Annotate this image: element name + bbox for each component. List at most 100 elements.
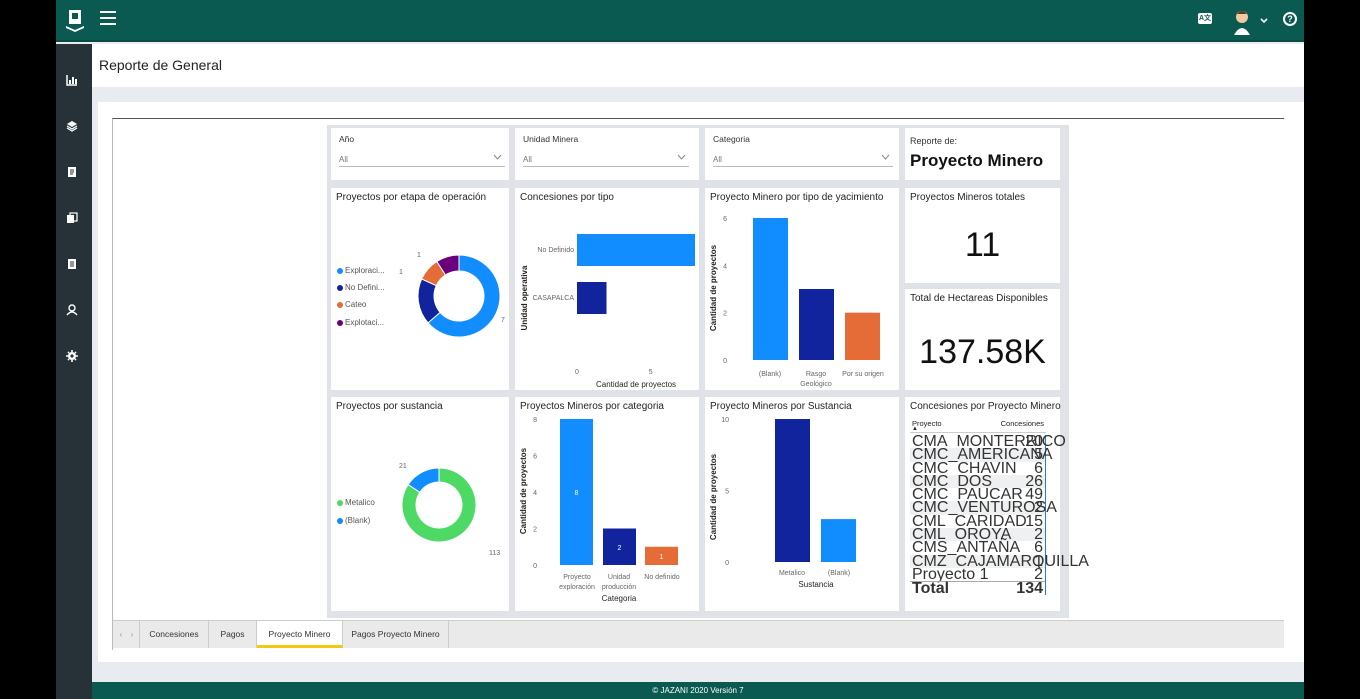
help-icon[interactable]: ? <box>1283 12 1297 26</box>
footer: © JAZANI 2020 Versión 7 <box>92 682 1304 699</box>
table-row[interactable]: Proyecto 1 2 <box>910 566 1045 583</box>
selected-value: All <box>339 155 348 164</box>
legend-item: (Blank) <box>337 516 370 525</box>
data-label: 1 <box>399 269 403 276</box>
tab-pagos[interactable]: Pagos <box>209 621 257 648</box>
tick-label: 0 <box>575 369 579 376</box>
proyecto-cell: CMA_MONTERRICO <box>912 433 1066 450</box>
data-label: 113 <box>489 550 500 557</box>
category-label: Unidad <box>608 574 630 581</box>
table-row[interactable]: CMZ_CAJAMARQUILLA 1 <box>910 552 1089 570</box>
donut-slice <box>427 254 501 338</box>
column-header-proyecto[interactable]: Proyecto <box>912 419 942 428</box>
selected-value: All <box>713 155 722 164</box>
legend-item: Cateo <box>337 300 366 309</box>
donut-slice <box>401 467 477 543</box>
proyecto-cell: CML_CARIDAD <box>912 512 1027 530</box>
language-icon[interactable]: A文 <box>1198 13 1212 24</box>
x-axis-title: Cantidad de proyectos <box>596 380 676 389</box>
table-row[interactable]: CML_CARIDAD 15 <box>910 512 1045 530</box>
chart-title: Proyectos Mineros por categoria <box>520 401 664 412</box>
bar <box>577 234 695 266</box>
document-icon[interactable] <box>66 166 78 178</box>
concesiones-cell: 6 <box>1034 539 1043 557</box>
tick-label: 4 <box>723 263 727 270</box>
page-header: Reporte de General <box>92 44 1304 87</box>
copy-icon[interactable] <box>66 212 78 224</box>
tick-label: 0 <box>723 358 727 365</box>
tick-label: 0 <box>533 563 537 570</box>
concesiones-cell: 26 <box>1025 472 1043 490</box>
proyecto-cell: CMC_PAUCAR <box>912 486 1023 504</box>
etapa-donut-chart: Proyectos por etapa de operación Explora… <box>331 188 509 390</box>
chevron-down-icon <box>881 154 890 160</box>
table-row[interactable]: CMA_MONTERRICO 20 <box>910 433 1066 450</box>
donut-svg: 21 113 <box>399 463 500 557</box>
categoria-dropdown[interactable]: All <box>713 150 893 167</box>
category-label: (Blank) <box>828 570 850 577</box>
tick-label: 8 <box>533 417 537 424</box>
year-dropdown[interactable]: All <box>339 150 505 167</box>
settings-icon[interactable] <box>66 350 78 362</box>
slicer-categoria: Categoria All <box>705 128 899 180</box>
concesiones-cell: 5 <box>1034 446 1043 464</box>
bar <box>577 282 607 314</box>
chevron-down-icon <box>493 154 502 160</box>
app-window: A文 ? Reporte de General Año All Unidad M… <box>56 0 1304 699</box>
data-label: 21 <box>399 463 407 470</box>
sidebar <box>56 44 92 699</box>
kpi-value: 137.58K <box>919 333 1046 371</box>
bar <box>753 218 788 360</box>
slicer-label: Año <box>339 134 355 144</box>
bar <box>560 419 593 565</box>
category-label: Rasgo <box>806 371 826 378</box>
table-row[interactable]: CMC_PAUCAR 49 <box>910 486 1045 504</box>
tab-proyecto-minero[interactable]: Proyecto Minero <box>257 621 343 648</box>
page-title: Reporte de General <box>99 57 222 73</box>
kpi-value: 11 <box>964 226 1001 264</box>
page-tabs: ‹ › Concesiones Pagos Proyecto Minero Pa… <box>113 620 1284 648</box>
tab-concesiones[interactable]: Concesiones <box>139 621 209 648</box>
table-row[interactable]: CMC_VENTUROSA 2 <box>910 500 1057 516</box>
kpi-hectareas-card: Total de Hectareas Disponibles 137.58K <box>905 289 1060 390</box>
menu-toggle-button[interactable] <box>100 11 116 25</box>
column-header-concesiones[interactable]: Concesiones <box>1000 419 1044 428</box>
y-axis-title: Cantidad de proyectos <box>519 447 528 534</box>
tick-label: 5 <box>725 489 729 496</box>
layers-icon[interactable] <box>66 120 78 132</box>
hbar-svg: No Definido CASAPALCA 0 5 Cantidad de proyec… <box>520 234 695 389</box>
tab-pagos-proyecto-minero[interactable]: Pagos Proyecto Minero <box>343 621 449 648</box>
tick-label: 4 <box>533 490 537 497</box>
contacts-icon[interactable] <box>66 304 78 316</box>
chart-title: Proyecto Mineros por Sustancia <box>710 401 852 412</box>
table-row[interactable]: CMC_AMERICANA 5 <box>910 446 1052 464</box>
unidad-minera-dropdown[interactable]: All <box>523 150 689 167</box>
bar <box>845 312 880 360</box>
bar <box>775 419 810 562</box>
reporte-de-card: Reporte de: Proyecto Minero <box>905 128 1060 180</box>
vbar-svg: 8 2 1 0 2 4 6 8 Proyecto exploración Unidad producc… <box>519 417 680 603</box>
y-axis-title: Cantidad de proyectos <box>709 453 718 540</box>
reporte-label: Reporte de: <box>910 136 958 146</box>
table-row[interactable]: CMS_ANTAÑA 6 <box>910 539 1045 557</box>
legend-item: Metalico <box>337 498 375 507</box>
category-label: Geológico <box>800 381 832 388</box>
proyecto-cell: CMC_CHAVIN <box>912 459 1017 477</box>
proyecto-cell: CMC_VENTUROSA <box>912 499 1057 517</box>
tick-label: 6 <box>723 216 727 223</box>
concesiones-cell: 1 <box>1034 552 1043 570</box>
chevron-left-icon[interactable]: ‹ <box>119 630 123 639</box>
report-icon[interactable] <box>66 258 78 270</box>
bar <box>821 519 856 562</box>
chart-icon[interactable] <box>66 74 78 86</box>
donut-svg: 1127 <box>399 252 505 338</box>
user-avatar-menu[interactable] <box>1231 9 1271 35</box>
legend-item: Exploraci... <box>337 266 385 275</box>
chart-title: Proyectos por sustancia <box>336 401 443 412</box>
x-axis-title: Categoria <box>602 594 637 603</box>
table-row[interactable]: CMC_CHAVIN 6 <box>910 459 1045 477</box>
category-label: exploración <box>559 584 595 591</box>
data-label: 2 <box>618 545 622 552</box>
donut-slice <box>407 467 440 493</box>
chevron-right-icon[interactable]: › <box>130 630 134 639</box>
